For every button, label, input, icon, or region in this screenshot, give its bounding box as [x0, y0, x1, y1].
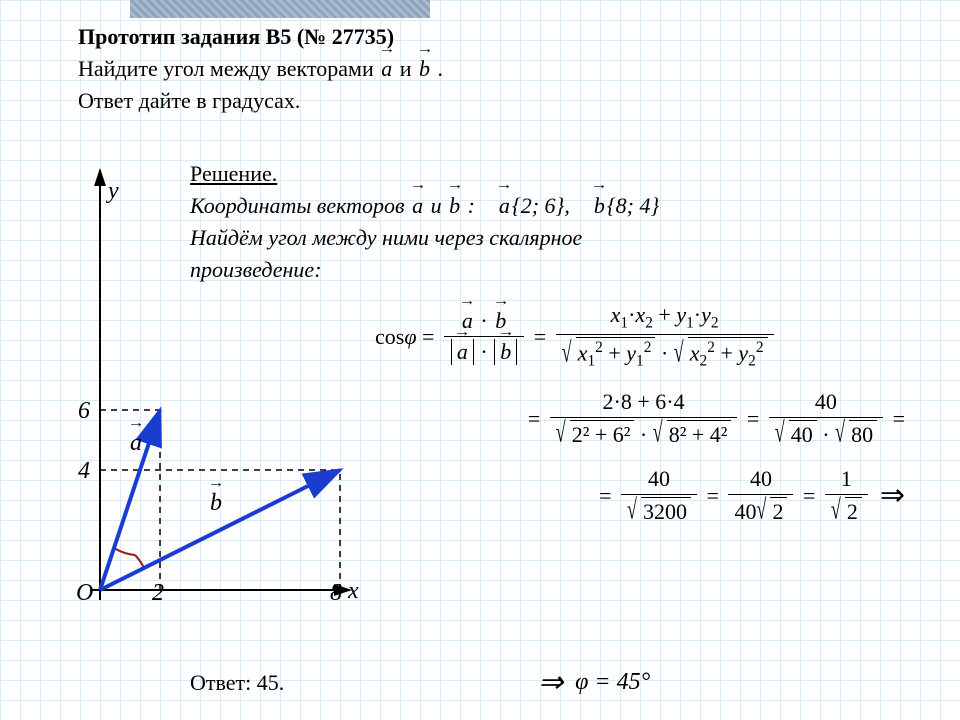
- formula-row-1: cos φ = a · b a · b = x1·x2 + y1·y2 x12 …: [375, 300, 945, 373]
- x-tick-2: 2: [152, 580, 164, 607]
- implies-arrow-icon: ⇒: [880, 478, 905, 513]
- vec-b-label: b: [208, 490, 224, 517]
- y-axis-label: y: [108, 178, 119, 205]
- final-formula: φ = 45°: [575, 669, 650, 696]
- final-result: ⇒ φ = 45°: [530, 665, 650, 700]
- text: .: [438, 56, 444, 81]
- y-tick-6: 6: [78, 398, 90, 425]
- formula-row-2: = 2·8 + 6·4 2² + 6² · 8² + 4² = 40 40 · …: [375, 387, 945, 450]
- problem-content: Прототип задания B5 (№ 27735) Найдите уг…: [0, 0, 960, 130]
- origin-label: O: [76, 580, 93, 607]
- y-tick-4: 4: [78, 458, 90, 485]
- vec-b-coords: b{8; 4}: [592, 193, 659, 218]
- answer-text: Ответ: 45.: [190, 670, 284, 696]
- vec-a-label: a: [128, 430, 144, 457]
- vector-b-symbol: b: [417, 56, 432, 82]
- x-tick-8: 8: [330, 580, 342, 607]
- vec-a-coords: a{2; 6},: [497, 193, 570, 218]
- x-axis-label: x: [348, 578, 359, 605]
- formula-area: cos φ = a · b a · b = x1·x2 + y1·y2 x12 …: [375, 300, 945, 541]
- implies-arrow-icon: ⇒: [538, 665, 563, 700]
- vector-a-symbol: a: [410, 190, 425, 222]
- problem-line-2: Ответ дайте в градусах.: [78, 88, 900, 114]
- problem-line-1: Найдите угол между векторами a и b .: [78, 56, 900, 82]
- diagram-svg: [40, 160, 360, 630]
- vector-diagram: y x O 6 4 2 8 a b: [40, 160, 360, 630]
- vector-b-symbol: b: [447, 190, 462, 222]
- text: Найдите угол между векторами: [78, 56, 379, 81]
- formula-row-3: = 40 3200 = 40 402 = 1 2 ⇒: [375, 464, 945, 527]
- problem-title: Прототип задания B5 (№ 27735): [78, 24, 900, 50]
- vector-a-symbol: a: [379, 56, 394, 82]
- text: и: [400, 56, 417, 81]
